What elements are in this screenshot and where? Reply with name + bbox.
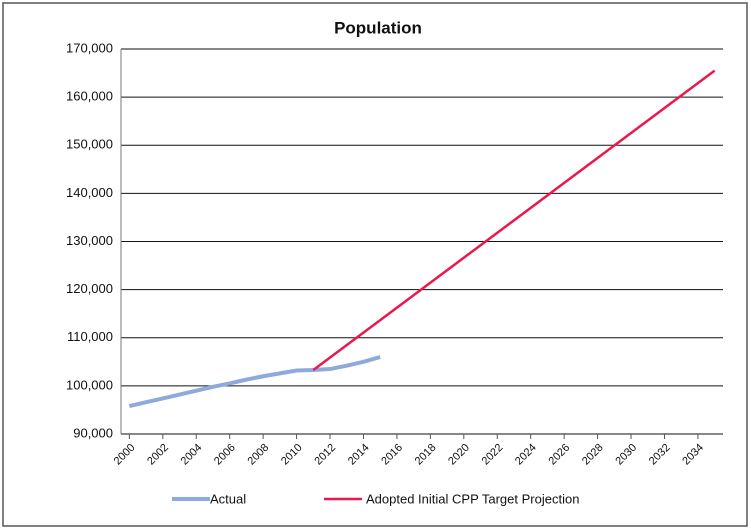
legend-label: Adopted Initial CPP Target Projection — [366, 491, 579, 506]
y-tick-label: 120,000 — [66, 281, 113, 296]
y-tick-label: 130,000 — [66, 233, 113, 248]
chart-title: Population — [334, 18, 422, 37]
legend-label: Actual — [210, 491, 246, 506]
y-tick-label: 160,000 — [66, 89, 113, 104]
y-tick-label: 100,000 — [66, 377, 113, 392]
y-tick-label: 170,000 — [66, 40, 113, 55]
y-tick-label: 90,000 — [73, 425, 113, 440]
line — [312, 69, 716, 371]
y-tick-label: 140,000 — [66, 185, 113, 200]
y-tick-label: 110,000 — [67, 329, 113, 344]
line — [128, 355, 381, 409]
y-tick-label: 150,000 — [66, 137, 113, 152]
